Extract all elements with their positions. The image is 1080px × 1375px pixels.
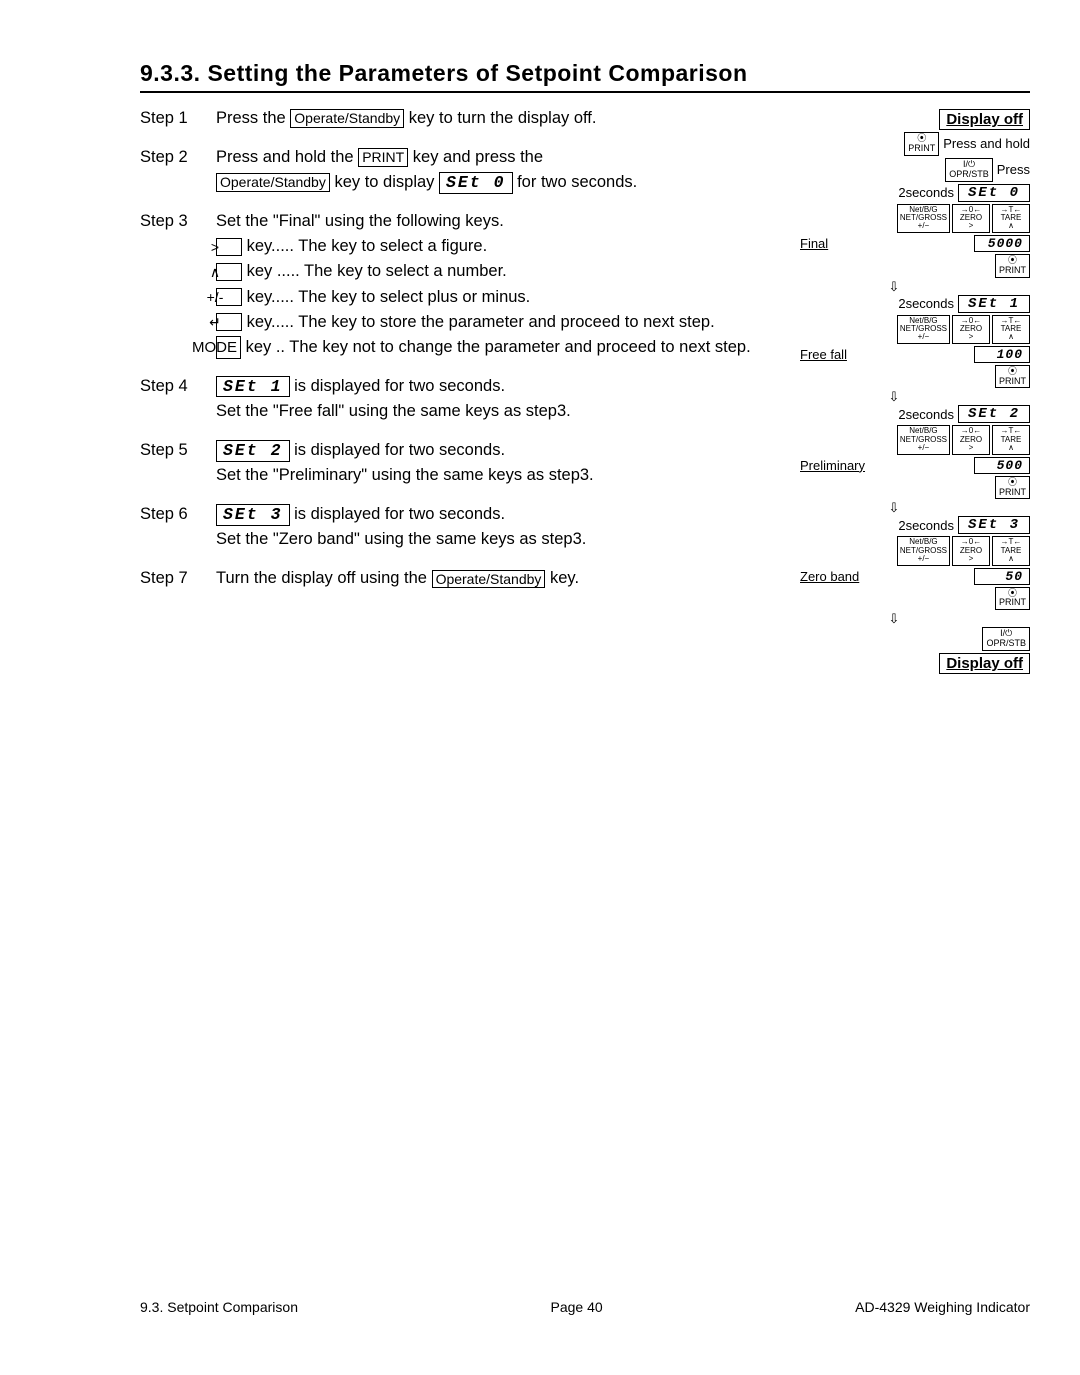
step-body: Press and hold the PRINT key and press t…	[216, 146, 788, 196]
segment-display: SEt 2	[216, 440, 290, 462]
step-body: Set the "Final" using the following keys…	[216, 210, 788, 361]
footer-center: Page 40	[550, 1299, 602, 1315]
key-print: PRINT	[358, 148, 408, 167]
step: Step 6SEt 3 is displayed for two seconds…	[140, 503, 788, 553]
section-title: 9.3.3. Setting the Parameters of Setpoin…	[140, 60, 1030, 93]
keycap: >	[216, 238, 242, 256]
mode-key: MODE	[216, 336, 241, 359]
step: Step 7Turn the display off using the Ope…	[140, 567, 788, 592]
step: Step 1Press the Operate/Standby key to t…	[140, 107, 788, 132]
step: Step 5SEt 2 is displayed for two seconds…	[140, 439, 788, 489]
key-operate-standby: Operate/Standby	[216, 173, 330, 192]
step-body: SEt 2 is displayed for two seconds.Set t…	[216, 439, 788, 489]
keycap: ↵	[216, 313, 242, 331]
segment-display: SEt 1	[216, 376, 290, 398]
step: Step 4SEt 1 is displayed for two seconds…	[140, 375, 788, 425]
step-label: Step 7	[140, 567, 216, 592]
step-label: Step 5	[140, 439, 216, 489]
step: Step 2Press and hold the PRINT key and p…	[140, 146, 788, 196]
step-label: Step 6	[140, 503, 216, 553]
step-label: Step 4	[140, 375, 216, 425]
segment-display: SEt 0	[439, 172, 513, 194]
step-body: SEt 1 is displayed for two seconds.Set t…	[216, 375, 788, 425]
key-operate-standby: Operate/Standby	[290, 109, 404, 128]
keycap: +/-	[216, 288, 242, 306]
step: Step 3Set the "Final" using the followin…	[140, 210, 788, 361]
step-label: Step 1	[140, 107, 216, 132]
keycap: ∧	[216, 263, 242, 281]
page-footer: 9.3. Setpoint Comparison Page 40 AD-4329…	[140, 1299, 1030, 1315]
step-label: Step 2	[140, 146, 216, 196]
footer-left: 9.3. Setpoint Comparison	[140, 1299, 298, 1315]
step-body: SEt 3 is displayed for two seconds.Set t…	[216, 503, 788, 553]
flow-diagram: Display off⦿ PRINTPress and holdI/⏻ OPR/…	[800, 107, 1030, 676]
steps-list: Step 1Press the Operate/Standby key to t…	[140, 107, 788, 676]
step-body: Press the Operate/Standby key to turn th…	[216, 107, 788, 132]
step-body: Turn the display off using the Operate/S…	[216, 567, 788, 592]
segment-display: SEt 3	[216, 504, 290, 526]
footer-right: AD-4329 Weighing Indicator	[855, 1299, 1030, 1315]
key-operate-standby: Operate/Standby	[432, 570, 546, 589]
